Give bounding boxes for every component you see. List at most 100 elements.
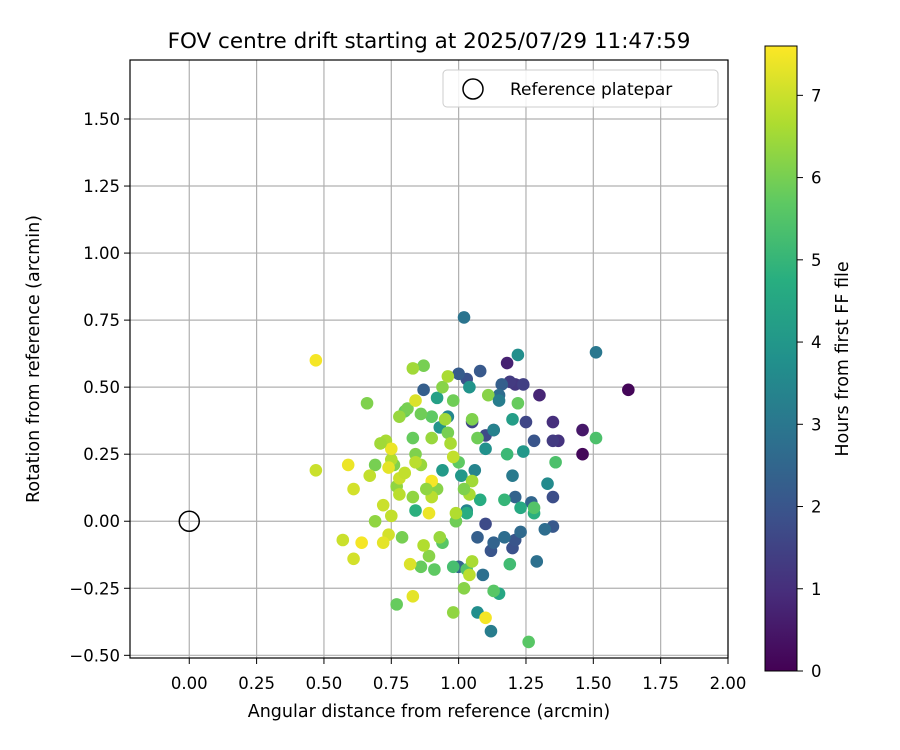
data-point — [417, 539, 430, 552]
x-tick-label: 0.25 — [238, 674, 275, 693]
x-tick-label: 2.00 — [710, 674, 747, 693]
data-point — [479, 442, 492, 456]
colorbar-tick-label: 6 — [811, 169, 822, 188]
colorbar-gradient — [764, 45, 798, 672]
y-tick-label: −0.25 — [69, 579, 120, 598]
y-tick-label: 0.75 — [83, 311, 120, 330]
scatter-points — [309, 311, 635, 649]
data-point — [309, 463, 323, 477]
data-point — [589, 345, 603, 359]
x-tick-label: 1.25 — [508, 674, 545, 693]
data-point — [425, 431, 438, 445]
data-point — [468, 463, 482, 477]
x-tick-label: 1.50 — [575, 674, 612, 693]
data-point — [506, 413, 519, 426]
data-point — [533, 388, 546, 402]
data-point — [465, 555, 479, 568]
reference-marker-group — [178, 510, 201, 532]
data-point — [500, 356, 514, 370]
data-point — [449, 506, 463, 520]
data-point — [463, 380, 476, 394]
data-point — [516, 378, 530, 391]
legend-reference-marker — [462, 78, 484, 100]
data-point — [446, 560, 460, 574]
legend-entry-reference: Reference platepar — [510, 80, 672, 100]
data-point — [395, 531, 409, 544]
y-tick-label: 0.50 — [83, 378, 120, 397]
data-point — [368, 458, 382, 472]
y-axis-label: Rotation from reference (arcmin) — [24, 215, 44, 503]
x-tick-label: 0.50 — [306, 674, 343, 693]
data-point — [506, 469, 519, 482]
data-point — [495, 378, 509, 391]
colorbar-tick-label: 4 — [811, 333, 822, 352]
colorbar-tick-label: 3 — [811, 415, 822, 434]
colorbar: 0 1 2 3 4 5 6 7 Hours from first FF file — [764, 45, 853, 681]
data-point — [473, 493, 487, 507]
data-point — [546, 415, 560, 429]
colorbar-ticks: 0 1 2 3 4 5 6 7 — [797, 86, 822, 681]
data-point — [406, 490, 420, 504]
data-point — [511, 348, 525, 362]
y-tick-label: 0.25 — [83, 445, 120, 464]
colorbar-label: Hours from first FF file — [833, 261, 853, 456]
data-point — [401, 402, 414, 415]
data-point — [546, 434, 560, 448]
colorbar-tick-label: 1 — [811, 580, 822, 599]
x-tick-label: 0.75 — [373, 674, 410, 693]
data-point — [444, 437, 457, 450]
data-point — [546, 490, 560, 504]
data-point — [409, 455, 422, 469]
colorbar-tick-label: 5 — [811, 251, 822, 270]
data-point — [503, 557, 517, 571]
y-tick-label: 0.00 — [83, 512, 120, 531]
data-point — [368, 514, 382, 528]
data-point — [476, 568, 490, 582]
x-tick-label: 0.00 — [171, 674, 208, 693]
x-tick-label: 1.00 — [440, 674, 477, 693]
data-point — [549, 455, 562, 469]
colorbar-tick-label: 7 — [811, 86, 822, 105]
data-point — [487, 423, 500, 437]
data-point — [409, 394, 422, 407]
colorbar-tick-label: 2 — [811, 498, 822, 517]
data-point — [527, 501, 541, 515]
data-point — [336, 533, 350, 547]
data-point — [519, 415, 533, 429]
data-point — [430, 391, 444, 405]
data-point — [406, 362, 420, 375]
data-point — [393, 410, 406, 423]
data-point — [589, 431, 603, 445]
y-tick-label: −0.50 — [69, 646, 120, 665]
data-point — [498, 531, 511, 544]
chart-title: FOV centre drift starting at 2025/07/29 … — [168, 29, 691, 54]
data-point — [433, 531, 447, 544]
data-point — [516, 445, 530, 458]
data-point — [436, 380, 449, 394]
data-point — [409, 504, 422, 517]
data-point — [390, 598, 403, 611]
data-point — [473, 364, 487, 378]
data-point — [347, 552, 360, 566]
data-point — [347, 482, 360, 496]
data-point — [457, 581, 471, 595]
data-point — [382, 461, 395, 474]
data-point — [446, 606, 460, 619]
data-point — [376, 498, 390, 512]
data-point — [417, 383, 430, 397]
data-point — [441, 426, 455, 440]
data-point — [452, 367, 465, 381]
y-axis-ticks: −0.50 −0.25 0.00 0.25 0.50 0.75 1.00 1.25 1.50 — [69, 110, 130, 665]
data-point — [360, 396, 374, 410]
y-tick-label: 1.25 — [83, 177, 120, 196]
data-point — [420, 482, 433, 496]
data-point — [514, 525, 527, 539]
data-point — [441, 370, 455, 383]
data-point — [479, 611, 492, 625]
data-point — [465, 474, 479, 488]
data-point — [428, 563, 441, 576]
data-point — [384, 509, 398, 523]
data-point — [530, 555, 544, 568]
data-point — [576, 423, 589, 437]
